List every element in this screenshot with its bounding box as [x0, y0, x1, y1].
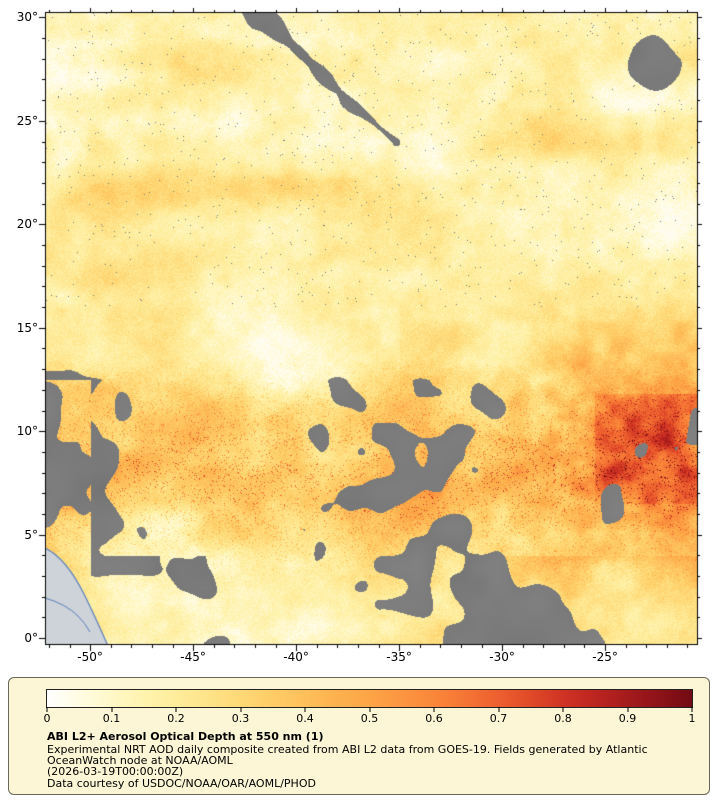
colorbar-tick-label: 0: [43, 712, 51, 725]
colorbar-tick-label: 0.4: [296, 712, 314, 725]
colorbar-tick-label: 0.3: [231, 712, 250, 725]
colorbar-tick: [111, 707, 112, 712]
colorbar-tick: [175, 707, 177, 712]
legend-panel: 0 0.1 0.2 0.3 0.4 0.5 0.6 0.7 0.8 0.9 1 ABI L2+ Ae…: [8, 677, 710, 795]
colorbar-ticks: [46, 707, 693, 712]
colorbar-tick: [562, 707, 564, 712]
colorbar-tick-label: 1: [688, 712, 696, 725]
colorbar-tick-label: 0.8: [554, 712, 572, 725]
colorbar-tick-label: 0.1: [102, 712, 121, 725]
colorbar-tick: [46, 707, 48, 712]
colorbar: [46, 689, 693, 708]
legend-title: ABI L2+ Aerosol Optical Depth at 550 nm …: [47, 730, 324, 743]
colorbar-tick-labels: 0 0.1 0.2 0.3 0.4 0.5 0.6 0.7 0.8 0.9 1: [43, 712, 696, 725]
legend-description-line-1: Experimental NRT AOD daily composite cre…: [47, 743, 648, 756]
colorbar-tick: [691, 707, 693, 712]
colorbar-tick-label: 0.6: [425, 712, 443, 725]
colorbar-tick-label: 0.5: [360, 712, 379, 725]
colorbar-tick-label: 0.7: [489, 712, 508, 725]
colorbar-tick-label: 0.2: [167, 712, 185, 725]
colorbar-tick: [627, 707, 628, 712]
colorbar-tick-label: 0.9: [618, 712, 637, 725]
colorbar-tick: [369, 707, 370, 712]
colorbar-tick: [498, 707, 499, 712]
aod-map-canvas: [0, 0, 720, 672]
legend-description-line-2: OceanWatch node at NOAA/AOML: [47, 754, 233, 767]
aod-map-section: 30° 25° 20° 15° 10° 5° 0° -50° -45° -40° -35° -30° -…: [0, 0, 720, 672]
legend-courtesy: Data courtesy of USDOC/NOAA/OAR/AOML/PHO…: [47, 777, 316, 790]
colorbar-tick: [240, 707, 241, 712]
colorbar-tick: [433, 707, 435, 712]
legend-timestamp: (2026-03-19T00:00:00Z): [47, 765, 184, 778]
colorbar-tick: [304, 707, 306, 712]
